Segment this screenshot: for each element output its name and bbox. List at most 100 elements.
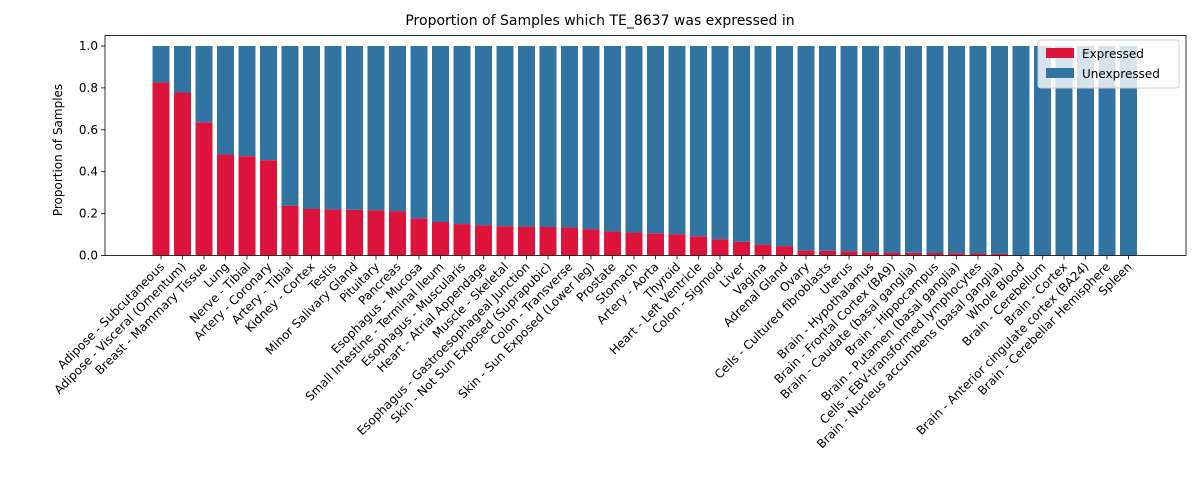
- bar-unexpressed-26: [711, 45, 729, 240]
- legend-label-expressed: Expressed: [1082, 47, 1144, 61]
- bar-expressed-4: [238, 156, 256, 256]
- y-tick-label-3: 0.6: [79, 123, 98, 137]
- bar-expressed-2: [195, 122, 213, 256]
- legend-swatch-unexpressed: [1046, 68, 1074, 78]
- legend: Expressed Unexpressed: [1037, 39, 1180, 89]
- bar-unexpressed-27: [733, 45, 750, 242]
- bar-expressed-12: [410, 218, 428, 256]
- bar-expressed-17: [518, 226, 535, 256]
- bar-unexpressed-29: [776, 45, 793, 247]
- bar-unexpressed-24: [668, 45, 686, 235]
- bar-unexpressed-37: [948, 45, 965, 254]
- bar-expressed-0: [152, 82, 170, 256]
- bar-unexpressed-41: [1034, 45, 1051, 256]
- bar-expressed-13: [432, 221, 449, 256]
- bar-unexpressed-15: [475, 45, 492, 226]
- bar-expressed-7: [303, 208, 320, 256]
- y-tick-label-2: 0.4: [79, 165, 98, 179]
- bar-expressed-35: [905, 252, 922, 256]
- bar-expressed-5: [260, 160, 277, 256]
- bar-unexpressed-39: [991, 45, 1008, 254]
- bar-expressed-23: [647, 233, 664, 256]
- plot-frame: [104, 35, 1187, 256]
- chart-title: Proportion of Samples which TE_8637 was …: [405, 13, 794, 29]
- bar-unexpressed-12: [410, 45, 428, 219]
- bar-unexpressed-19: [561, 45, 578, 228]
- bar-unexpressed-42: [1055, 45, 1073, 256]
- y-tick-label-1: 0.2: [79, 207, 98, 221]
- y-axis-label: Proportion of Samples: [51, 84, 65, 216]
- bar-expressed-34: [883, 252, 901, 256]
- bar-unexpressed-16: [496, 45, 514, 227]
- bar-expressed-28: [754, 244, 772, 256]
- bar-expressed-14: [453, 224, 471, 256]
- bar-unexpressed-0: [152, 45, 170, 83]
- bar-unexpressed-6: [281, 45, 299, 206]
- y-axis: 0.0 0.2 0.4 0.6 0.8 1.0: [79, 39, 105, 263]
- bar-expressed-19: [561, 227, 578, 256]
- y-tick-label-4: 0.8: [79, 81, 98, 95]
- x-tick-label-1: Adipose - Visceral (Omentum): [51, 260, 188, 397]
- legend-swatch-expressed: [1046, 48, 1074, 58]
- bar-expressed-33: [862, 252, 879, 256]
- bar-unexpressed-30: [797, 45, 815, 251]
- bars-group: [152, 45, 1137, 256]
- bar-unexpressed-20: [582, 45, 600, 230]
- bar-unexpressed-21: [604, 45, 621, 232]
- bar-expressed-39: [991, 253, 1008, 256]
- bar-unexpressed-4: [238, 45, 256, 157]
- bar-expressed-24: [668, 234, 686, 256]
- bar-expressed-25: [690, 236, 707, 256]
- bar-expressed-29: [776, 246, 793, 256]
- bar-expressed-26: [711, 239, 729, 256]
- bar-unexpressed-43: [1077, 45, 1094, 256]
- bar-expressed-11: [389, 211, 406, 256]
- bar-unexpressed-33: [862, 45, 879, 253]
- bar-unexpressed-31: [819, 45, 836, 251]
- bar-expressed-21: [604, 231, 621, 256]
- bar-expressed-22: [625, 232, 643, 256]
- bar-unexpressed-14: [453, 45, 471, 225]
- bar-unexpressed-11: [389, 45, 406, 212]
- bar-unexpressed-32: [840, 45, 858, 252]
- bar-unexpressed-22: [625, 45, 643, 233]
- bar-expressed-15: [475, 225, 492, 256]
- bar-unexpressed-2: [195, 45, 213, 123]
- bar-unexpressed-10: [367, 45, 385, 211]
- bar-unexpressed-1: [174, 45, 191, 93]
- bar-unexpressed-13: [432, 45, 449, 222]
- bar-unexpressed-25: [690, 45, 707, 237]
- bar-unexpressed-45: [1120, 45, 1137, 256]
- bar-unexpressed-5: [260, 45, 277, 161]
- bar-unexpressed-3: [217, 45, 234, 155]
- bar-expressed-37: [948, 253, 965, 256]
- bar-expressed-3: [217, 154, 234, 256]
- bar-unexpressed-38: [969, 45, 987, 254]
- bar-expressed-32: [840, 251, 858, 256]
- legend-label-unexpressed: Unexpressed: [1082, 67, 1160, 81]
- bar-unexpressed-35: [905, 45, 922, 253]
- bar-unexpressed-8: [324, 45, 342, 210]
- bar-unexpressed-9: [346, 45, 363, 210]
- bar-expressed-20: [582, 229, 600, 256]
- bar-expressed-8: [324, 209, 342, 256]
- bar-unexpressed-18: [539, 45, 557, 228]
- bar-expressed-30: [797, 250, 815, 256]
- bar-unexpressed-28: [754, 45, 772, 245]
- bar-expressed-18: [539, 227, 557, 256]
- bar-unexpressed-36: [926, 45, 944, 253]
- bar-expressed-10: [367, 210, 385, 256]
- bar-unexpressed-7: [303, 45, 320, 209]
- bar-expressed-27: [733, 241, 750, 256]
- bar-unexpressed-34: [883, 45, 901, 253]
- bar-expressed-38: [969, 253, 987, 256]
- bar-unexpressed-17: [518, 45, 535, 227]
- bar-unexpressed-23: [647, 45, 664, 234]
- bar-expressed-36: [926, 252, 944, 256]
- y-tick-label-0: 0.0: [79, 249, 98, 263]
- bar-expressed-31: [819, 250, 836, 256]
- bar-unexpressed-40: [1012, 45, 1030, 256]
- y-tick-label-5: 1.0: [79, 39, 98, 53]
